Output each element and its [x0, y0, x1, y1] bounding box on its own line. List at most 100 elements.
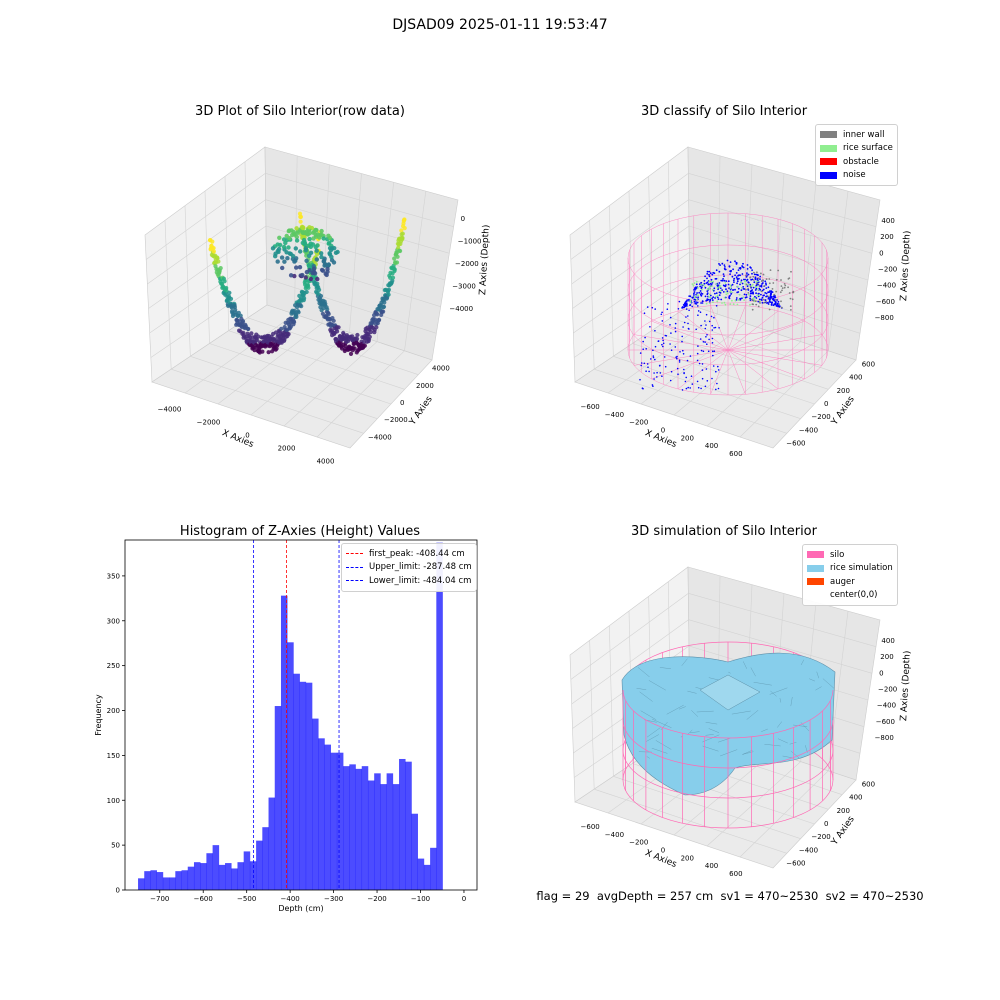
y-tick-label: 0 [400, 399, 404, 407]
scatter-point [398, 248, 403, 254]
scatter-point [314, 257, 319, 262]
legend-swatch [820, 171, 837, 179]
scatter-point [377, 317, 382, 322]
scatter-point [313, 232, 318, 238]
y-tick-label: 2000 [416, 382, 434, 390]
scatter-point [331, 318, 336, 323]
scatter-point [298, 214, 303, 219]
z-tick-label: −2000 [455, 260, 479, 268]
scatter-point [294, 314, 299, 319]
scatter-point [324, 272, 329, 278]
scatter-point [270, 246, 276, 251]
scatter-point [394, 260, 400, 265]
panel1-points [207, 211, 407, 356]
legend-swatch [820, 158, 837, 166]
scatter-point [302, 230, 307, 235]
panel4-title: 3D simulation of Silo Interior [631, 524, 817, 539]
legend-swatch [346, 566, 363, 568]
figure-suptitle: DJSAD09 2025-01-11 19:53:47 [392, 17, 608, 33]
status-footer: flag = 29 avgDepth = 257 cm sv1 = 470~25… [536, 889, 924, 903]
scatter-point [326, 311, 331, 317]
scatter-point [313, 227, 319, 233]
scatter-point [367, 334, 372, 339]
scatter-point [297, 293, 302, 298]
scatter-point [325, 307, 330, 312]
scatter-point [254, 338, 259, 343]
scatter-point [321, 258, 327, 263]
scatter-point [323, 262, 328, 268]
legend-item-rice-simulation: rice simulation [807, 562, 893, 576]
scatter-point [325, 266, 330, 272]
scatter-point [390, 275, 396, 280]
scatter-point [275, 259, 280, 264]
scatter-point [240, 319, 246, 324]
scatter-point [392, 267, 397, 272]
scatter-point [300, 225, 305, 230]
x-tick-label: −4000 [158, 406, 182, 414]
panel1-xlabel: X Axies [220, 428, 255, 450]
scatter-point [307, 236, 312, 242]
scatter-point [282, 259, 287, 264]
scatter-point [355, 336, 360, 341]
x-tick-label: 0 [245, 432, 249, 440]
scatter-point [319, 254, 324, 260]
scatter-point [317, 235, 322, 240]
scatter-point [300, 272, 305, 278]
y-tick-label: −4000 [368, 433, 392, 441]
scatter-point [402, 217, 407, 222]
scatter-point [343, 343, 348, 348]
scatter-point [311, 236, 316, 241]
scatter-point [386, 287, 391, 292]
legend-item-upper-limit: Upper_limit: -287.48 cm [346, 561, 472, 575]
scatter-point [327, 241, 332, 246]
scatter-point [294, 226, 299, 231]
scatter-point [284, 233, 289, 239]
scatter-point [394, 251, 399, 256]
scatter-point [381, 309, 386, 314]
scatter-point [293, 258, 298, 263]
y-tick-label: −2000 [384, 416, 408, 424]
scatter-point [256, 334, 261, 339]
scatter-point [301, 237, 307, 243]
scatter-point [308, 276, 314, 282]
scatter-point [318, 293, 324, 299]
legend-swatch [807, 551, 824, 559]
scatter-point [211, 246, 216, 251]
scatter-point [286, 332, 291, 337]
scatter-point [238, 313, 243, 318]
legend-swatch [820, 131, 837, 139]
scatter-point [216, 259, 221, 264]
scatter-point [327, 235, 333, 241]
scatter-point [312, 271, 318, 276]
scatter-point [215, 255, 220, 261]
scatter-point [400, 235, 405, 241]
x-tick-label: −2000 [197, 419, 221, 427]
scatter-point [321, 236, 326, 241]
panel1-ticks: −4000 −2000 0 2000 4000 −4000 −2000 0 2000 4000 0 −… [158, 215, 482, 465]
scatter-point [274, 346, 279, 351]
scatter-point [307, 268, 312, 273]
scatter-point [320, 268, 326, 273]
panel3-title: Histogram of Z-Axies (Height) Values [179, 524, 421, 539]
z-tick-label: 0 [461, 215, 465, 223]
legend-item-rice-surface: rice surface [820, 142, 893, 156]
scatter-point [266, 350, 271, 355]
scatter-point [281, 244, 287, 250]
scatter-point [331, 260, 337, 265]
scatter-point [286, 245, 291, 250]
scatter-point [303, 248, 309, 253]
scatter-point [308, 250, 314, 255]
scatter-point [302, 296, 307, 301]
scatter-point [249, 331, 254, 336]
legend-item-first-peak: first_peak: -408.44 cm [346, 547, 472, 561]
scatter-point [355, 332, 360, 338]
scatter-point [319, 251, 324, 256]
scatter-point [328, 247, 334, 253]
scatter-point [400, 231, 405, 236]
scatter-point [368, 329, 374, 335]
scatter-point [299, 304, 304, 309]
histogram-legend: first_peak: -408.44 cm Upper_limit: -287… [341, 543, 477, 592]
legend-item-inner-wall: inner wall [820, 128, 893, 142]
scatter-point [279, 326, 284, 331]
